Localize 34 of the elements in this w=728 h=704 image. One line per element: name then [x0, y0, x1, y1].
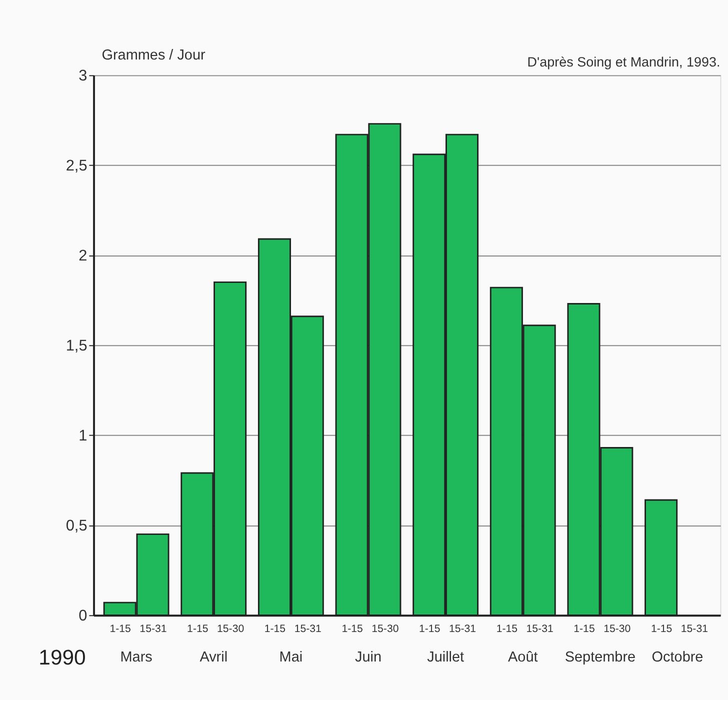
x-tick-label: 1-15 [110, 623, 132, 636]
x-tick-label: 1-15 [496, 623, 518, 636]
y-tick-label: 2,5 [66, 157, 88, 174]
text: D'après Soing et Mandrin, 1993. [527, 54, 720, 70]
y-tick-label: 3 [78, 67, 88, 84]
x-tick-label: 15-30 [216, 623, 244, 636]
x-tick-label: 15-31 [294, 623, 322, 636]
y-tick-label: 0,5 [66, 517, 88, 534]
text: 1990 [38, 646, 86, 670]
x-tick-label: 15-31 [448, 623, 476, 636]
text: Septembre [564, 649, 636, 666]
y-tick-label: 0 [78, 607, 88, 624]
text: Août [508, 649, 538, 666]
x-tick-label: 15-31 [140, 623, 167, 636]
y-tick-label: 1,5 [66, 337, 88, 354]
y-axis-title: Grammes / Jour [102, 47, 206, 64]
x-tick-label: 1-15 [418, 623, 440, 636]
text: Juin [354, 649, 382, 666]
x-tick-label: 15-30 [372, 623, 399, 636]
text: Juillet [427, 649, 464, 666]
text: Mai [279, 649, 303, 666]
x-tick-label: 1-15 [264, 623, 286, 636]
x-tick-label: 1-15 [187, 623, 208, 636]
y-tick-label: 2 [78, 247, 88, 264]
x-tick-label: 1-15 [574, 623, 595, 636]
y-tick-label: 1 [78, 427, 88, 444]
text: Avril [200, 649, 228, 666]
x-tick-label: 15-31 [680, 623, 708, 636]
x-tick-label: 15-31 [526, 623, 554, 636]
text: Mars [120, 649, 152, 666]
x-tick-label: 1-15 [650, 623, 672, 636]
text: Octobre [652, 649, 704, 666]
x-tick-label: 1-15 [342, 623, 363, 636]
x-tick-label: 15-30 [604, 623, 631, 636]
